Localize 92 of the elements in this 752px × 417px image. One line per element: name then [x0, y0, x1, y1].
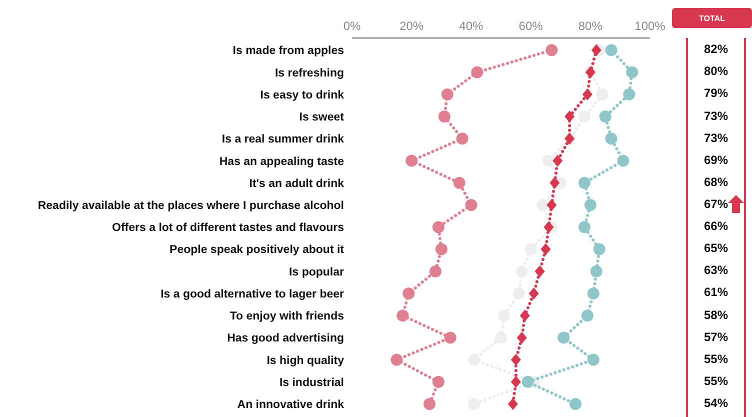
y-tick-label: Is high quality	[266, 354, 345, 367]
point	[471, 66, 484, 78]
y-tick-label: It's an adult drink	[249, 178, 345, 190]
point	[435, 243, 448, 256]
point	[438, 110, 450, 123]
data-label: 55%	[702, 352, 730, 368]
data-label: 68%	[702, 174, 730, 191]
data-label: 73%	[702, 130, 730, 147]
point	[587, 287, 600, 300]
point	[581, 310, 594, 322]
y-tick-label: Is popular	[289, 266, 345, 278]
point	[444, 332, 456, 344]
point	[623, 88, 636, 100]
point	[626, 66, 638, 78]
x-tick-label: 0%	[343, 19, 361, 33]
point	[587, 354, 600, 366]
data-label: 66%	[702, 219, 730, 236]
point	[546, 44, 558, 56]
point	[520, 310, 530, 322]
y-tick-label: People speak positively about it	[170, 244, 344, 256]
point	[578, 221, 590, 234]
data-label: 55%	[702, 374, 730, 390]
point	[542, 154, 555, 167]
point	[432, 221, 444, 234]
point	[558, 332, 570, 344]
y-tick-label: Is a good alternative to lager beer	[160, 288, 345, 300]
point	[570, 398, 582, 410]
data-label: 69%	[702, 152, 730, 169]
point	[402, 287, 415, 300]
point	[406, 154, 418, 167]
data-label: 58%	[702, 308, 730, 324]
point	[605, 44, 618, 56]
point	[552, 154, 563, 167]
point	[432, 376, 444, 388]
y-tick-label: Is a real summer drink	[222, 134, 345, 146]
data-label: 63%	[702, 263, 730, 280]
point	[510, 354, 521, 366]
x-tick-label: 60%	[518, 19, 544, 33]
point	[429, 265, 442, 278]
x-tick-label: 100%	[634, 19, 666, 33]
point	[578, 110, 590, 123]
x-tick-label: 40%	[459, 19, 484, 33]
point	[423, 398, 436, 410]
point	[546, 198, 557, 211]
data-label: 57%	[702, 330, 730, 346]
data-label: 73%	[702, 108, 730, 125]
point	[544, 221, 554, 234]
point	[510, 376, 521, 388]
y-tick-label: Is sweet	[299, 112, 344, 124]
point	[536, 198, 549, 211]
point	[528, 287, 539, 300]
point	[617, 154, 630, 167]
point	[534, 265, 545, 278]
point	[456, 132, 468, 145]
data-label: 79%	[702, 86, 730, 102]
y-tick-label: Is made from apples	[232, 45, 344, 58]
point	[584, 198, 596, 211]
y-tick-label: An innovative drink	[237, 399, 345, 412]
y-tick-label: Has good advertising	[227, 332, 344, 345]
data-label: 54%	[702, 396, 730, 412]
point	[605, 132, 618, 145]
data-label: 67%	[702, 196, 730, 213]
y-tick-label: Has an appealing taste	[219, 156, 344, 168]
y-tick-label: Is refreshing	[274, 67, 344, 80]
y-tick-label: Readily available at the places where I purchase alcohol	[38, 200, 344, 212]
y-tick-label: To enjoy with friends	[230, 310, 344, 323]
point	[465, 198, 478, 211]
point	[593, 243, 606, 256]
point	[522, 376, 534, 388]
point	[591, 44, 602, 56]
point	[590, 265, 602, 278]
y-tick-label: Is industrial	[279, 376, 344, 389]
x-tick-label: 80%	[578, 19, 603, 33]
x-tick-label: 20%	[400, 19, 424, 33]
point	[453, 176, 466, 189]
data-label: 80%	[702, 64, 730, 80]
point	[550, 176, 560, 189]
data-label: 61%	[702, 285, 730, 302]
y-tick-label: Offers a lot of different tastes and flavours	[112, 222, 344, 234]
point	[599, 110, 612, 123]
point	[508, 398, 518, 410]
y-tick-label: Is easy to drink	[260, 89, 345, 102]
data-label: 65%	[702, 241, 730, 258]
point	[441, 88, 454, 100]
text: TOTAL	[672, 8, 752, 28]
point	[578, 176, 590, 189]
point	[540, 243, 551, 256]
point	[390, 354, 403, 366]
point	[516, 332, 527, 344]
point	[582, 88, 592, 100]
data-label: 82%	[702, 42, 730, 58]
point	[396, 310, 409, 322]
